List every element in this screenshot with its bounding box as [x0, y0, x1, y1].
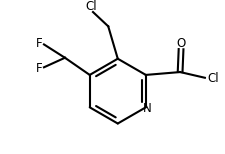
Text: O: O — [176, 37, 185, 50]
Text: F: F — [36, 62, 42, 75]
Text: Cl: Cl — [207, 72, 218, 85]
Text: F: F — [36, 37, 42, 50]
Text: Cl: Cl — [85, 0, 97, 13]
Text: N: N — [142, 102, 151, 115]
